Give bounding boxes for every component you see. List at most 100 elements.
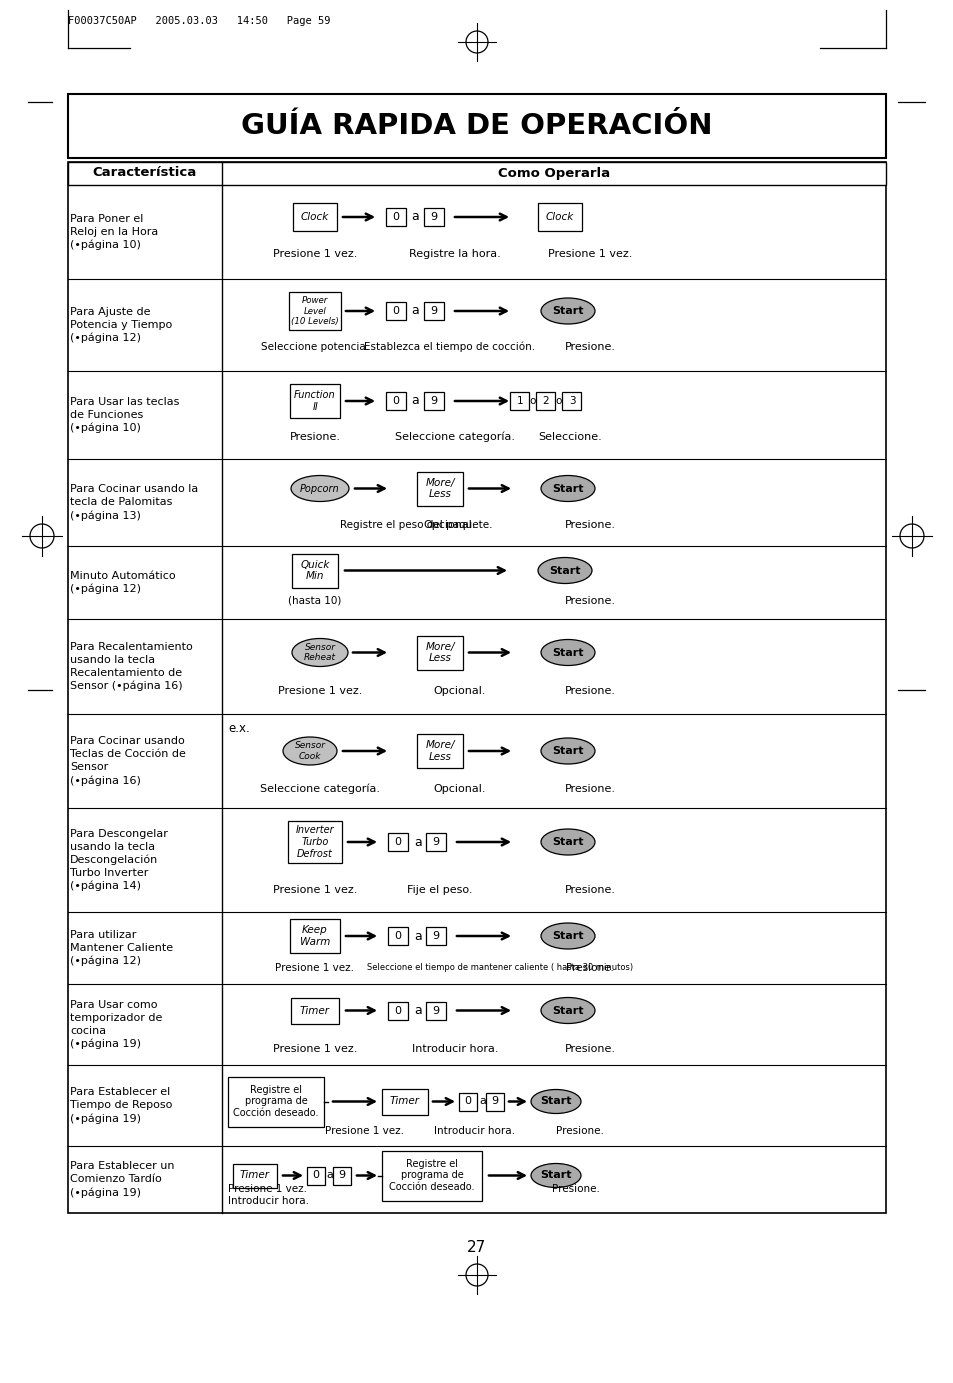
Text: Minuto Automático
(•página 12): Minuto Automático (•página 12) bbox=[70, 571, 175, 595]
Text: Opcional.: Opcional. bbox=[434, 784, 486, 794]
Text: Function
Ⅱ: Function Ⅱ bbox=[294, 390, 335, 412]
Text: Presione.: Presione. bbox=[565, 963, 614, 974]
Text: Presione.: Presione. bbox=[289, 431, 340, 443]
Text: 9: 9 bbox=[430, 396, 437, 407]
Text: 9: 9 bbox=[432, 931, 439, 940]
Text: Start: Start bbox=[549, 566, 580, 575]
Text: Seleccione el tiempo de mantener caliente ( hasta 30 minutos): Seleccione el tiempo de mantener calient… bbox=[367, 964, 633, 972]
Bar bbox=[290, 918, 339, 953]
Text: Opcional.: Opcional. bbox=[423, 520, 476, 530]
Text: 9: 9 bbox=[430, 212, 437, 223]
Bar bbox=[416, 636, 462, 669]
Text: 0: 0 bbox=[392, 396, 399, 407]
Bar bbox=[388, 1001, 408, 1019]
Text: a: a bbox=[411, 394, 418, 408]
Bar bbox=[416, 734, 462, 768]
Bar bbox=[537, 203, 581, 231]
Bar bbox=[423, 301, 443, 319]
Text: 0: 0 bbox=[395, 837, 401, 846]
Text: Start: Start bbox=[552, 484, 583, 494]
Bar bbox=[386, 207, 406, 225]
Bar bbox=[333, 1166, 351, 1184]
Text: Keep
Warm: Keep Warm bbox=[299, 925, 330, 947]
Text: Registre el peso del paquete.: Registre el peso del paquete. bbox=[339, 520, 492, 530]
Bar bbox=[228, 1076, 324, 1127]
Bar bbox=[458, 1093, 476, 1111]
Ellipse shape bbox=[540, 828, 595, 855]
Text: Presione.: Presione. bbox=[564, 520, 615, 530]
Text: 1: 1 bbox=[517, 396, 523, 407]
Bar bbox=[423, 207, 443, 225]
Ellipse shape bbox=[531, 1090, 580, 1113]
Text: Para Poner el
Reloj en la Hora
(•página 10): Para Poner el Reloj en la Hora (•página … bbox=[70, 214, 158, 250]
Ellipse shape bbox=[540, 639, 595, 665]
Text: Timer: Timer bbox=[240, 1170, 270, 1181]
Text: Para Usar como
temporizador de
cocina
(•página 19): Para Usar como temporizador de cocina (•… bbox=[70, 1000, 162, 1050]
Text: More/
Less: More/ Less bbox=[425, 740, 455, 762]
Bar bbox=[388, 927, 408, 945]
Ellipse shape bbox=[540, 997, 595, 1023]
Text: Start: Start bbox=[552, 745, 583, 757]
Text: Presione 1 vez.: Presione 1 vez. bbox=[273, 249, 356, 259]
Text: Para Descongelar
usando la tecla
Descongelación
Turbo Inverter
(•página 14): Para Descongelar usando la tecla Descong… bbox=[70, 828, 168, 891]
Text: Start: Start bbox=[552, 306, 583, 315]
Text: Como Operarla: Como Operarla bbox=[497, 166, 609, 180]
Text: 0: 0 bbox=[395, 931, 401, 940]
Text: Timer: Timer bbox=[299, 1005, 330, 1015]
Text: Sensor
Cook: Sensor Cook bbox=[294, 741, 325, 761]
Ellipse shape bbox=[540, 739, 595, 763]
Text: Presione 1 vez.: Presione 1 vez. bbox=[273, 1044, 356, 1054]
Text: o: o bbox=[529, 396, 536, 407]
Text: o: o bbox=[556, 396, 561, 407]
Text: Para Establecer un
Comienzo Tardío
(•página 19): Para Establecer un Comienzo Tardío (•pág… bbox=[70, 1162, 174, 1198]
Text: More/
Less: More/ Less bbox=[425, 642, 455, 664]
Text: a: a bbox=[414, 929, 421, 942]
Text: 9: 9 bbox=[338, 1170, 345, 1181]
Bar bbox=[68, 94, 885, 158]
Text: 9: 9 bbox=[491, 1097, 498, 1106]
Text: Para Recalentamiento
usando la tecla
Recalentamiento de
Sensor (•página 16): Para Recalentamiento usando la tecla Rec… bbox=[70, 642, 193, 692]
Text: Registre la hora.: Registre la hora. bbox=[409, 249, 500, 259]
Bar bbox=[426, 833, 446, 851]
Text: Popcorn: Popcorn bbox=[300, 484, 339, 494]
Text: F00037C50AP   2005.03.03   14:50   Page 59: F00037C50AP 2005.03.03 14:50 Page 59 bbox=[68, 17, 330, 26]
Bar bbox=[290, 384, 339, 418]
Text: Establezca el tiempo de cocción.: Establezca el tiempo de cocción. bbox=[364, 342, 535, 353]
Text: Quick
Min: Quick Min bbox=[300, 560, 330, 581]
Text: 27: 27 bbox=[467, 1241, 486, 1256]
Bar bbox=[386, 301, 406, 319]
Text: Introducir hora.: Introducir hora. bbox=[434, 1127, 515, 1137]
Text: 9: 9 bbox=[432, 1005, 439, 1015]
Text: Presione.: Presione. bbox=[564, 596, 615, 606]
Text: Registre el
programa de
Cocción deseado.: Registre el programa de Cocción deseado. bbox=[389, 1159, 475, 1192]
Text: 0: 0 bbox=[313, 1170, 319, 1181]
Bar bbox=[307, 1166, 325, 1184]
Text: Sensor
Reheat: Sensor Reheat bbox=[304, 643, 335, 662]
Text: 0: 0 bbox=[395, 1005, 401, 1015]
Text: 3: 3 bbox=[568, 396, 575, 407]
Text: 0: 0 bbox=[392, 212, 399, 223]
Text: a: a bbox=[479, 1097, 486, 1106]
Bar bbox=[68, 162, 885, 185]
Text: Seleccione categoría.: Seleccione categoría. bbox=[260, 784, 379, 794]
Text: (hasta 10): (hasta 10) bbox=[288, 596, 341, 606]
Text: Presione.: Presione. bbox=[564, 686, 615, 696]
Bar bbox=[381, 1088, 428, 1115]
Text: a: a bbox=[411, 304, 418, 318]
Bar bbox=[416, 472, 462, 506]
Bar bbox=[510, 391, 529, 409]
Text: a: a bbox=[326, 1170, 334, 1181]
Text: e.x.: e.x. bbox=[228, 722, 250, 734]
Bar bbox=[68, 162, 885, 1213]
Text: Presione.: Presione. bbox=[552, 1184, 599, 1195]
Text: Start: Start bbox=[552, 1005, 583, 1015]
Text: a: a bbox=[411, 210, 418, 224]
Text: Start: Start bbox=[539, 1170, 571, 1181]
Text: 9: 9 bbox=[432, 837, 439, 846]
Text: 9: 9 bbox=[430, 306, 437, 315]
Bar bbox=[233, 1163, 276, 1188]
Text: Start: Start bbox=[552, 647, 583, 657]
Bar bbox=[536, 391, 555, 409]
Text: Power
Level
(10 Levels): Power Level (10 Levels) bbox=[291, 296, 338, 326]
Text: 0: 0 bbox=[464, 1097, 471, 1106]
